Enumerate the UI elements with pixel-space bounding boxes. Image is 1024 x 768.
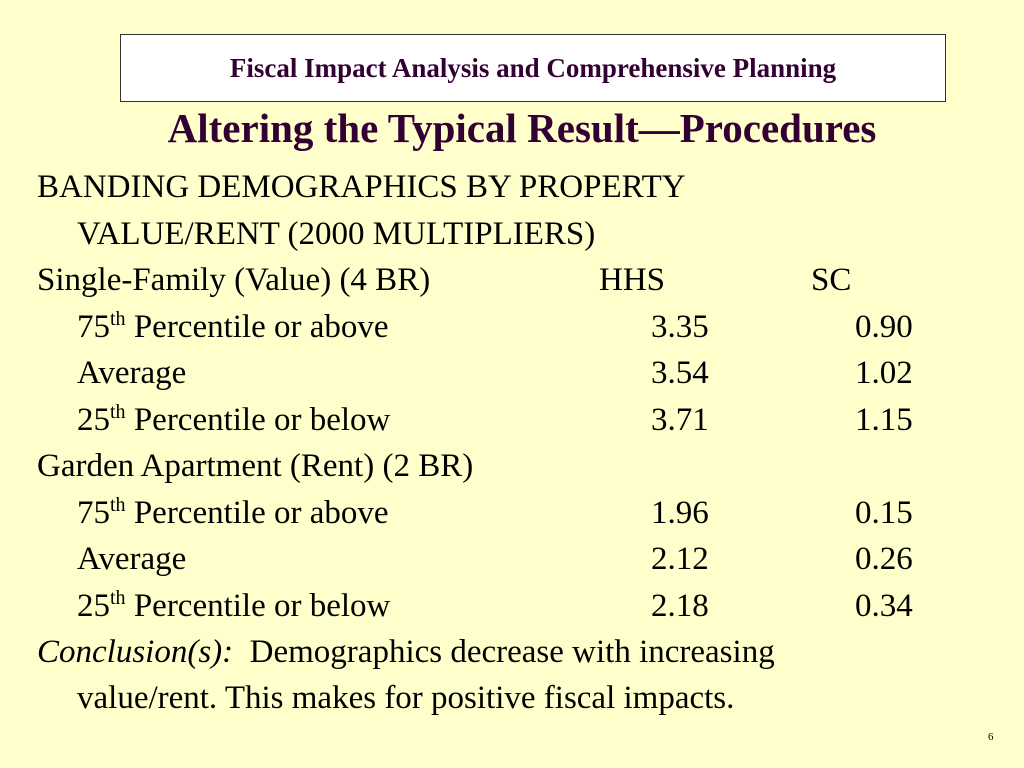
ga-row-75-hhs: 1.96 — [651, 495, 709, 531]
sf-row-avg-hhs: 3.54 — [651, 355, 709, 391]
slide-header-text: Fiscal Impact Analysis and Comprehensive… — [229, 52, 837, 83]
column-header-sc: SC — [811, 262, 852, 298]
ga-row-avg-sc: 0.26 — [855, 541, 913, 577]
garden-apartment-label: Garden Apartment (Rent) (2 BR) — [37, 448, 474, 484]
ga-row-25-hhs: 2.18 — [651, 588, 709, 624]
sf-row-25-hhs: 3.71 — [651, 402, 709, 438]
sf-row-25-sc: 1.15 — [855, 402, 913, 438]
sf-row-75-label: 75th Percentile or above — [77, 308, 389, 345]
sf-row-25-label: 25th Percentile or below — [77, 401, 391, 438]
ga-row-75-sc: 0.15 — [855, 495, 913, 531]
ga-row-avg-hhs: 2.12 — [651, 541, 709, 577]
column-header-hhs: HHS — [599, 262, 666, 298]
sf-row-75-hhs: 3.35 — [651, 309, 709, 345]
intro-line-1: BANDING DEMOGRAPHICS BY PROPERTY — [37, 169, 686, 205]
slide-title: Altering the Typical Result—Procedures — [167, 105, 877, 151]
conclusion-label: Conclusion(s): — [37, 634, 234, 670]
ga-row-25-sc: 0.34 — [855, 588, 913, 624]
ga-row-avg-label: Average — [77, 541, 187, 577]
sf-row-avg-sc: 1.02 — [855, 355, 913, 391]
single-family-label: Single-Family (Value) (4 BR) — [37, 262, 431, 298]
ga-row-75-label: 75th Percentile or above — [77, 494, 389, 531]
page-number: 6 — [988, 731, 994, 743]
intro-line-2: VALUE/RENT (2000 MULTIPLIERS) — [77, 216, 596, 252]
sf-row-75-sc: 0.90 — [855, 309, 913, 345]
conclusion-line-1: Conclusion(s): Demographics decrease wit… — [37, 636, 775, 669]
conclusion-line-2: value/rent. This makes for positive fisc… — [77, 680, 735, 716]
slide-header-box: Fiscal Impact Analysis and Comprehensive… — [120, 34, 946, 102]
ga-row-25-label: 25th Percentile or below — [77, 587, 391, 624]
conclusion-text-1: Demographics decrease with increasing — [249, 634, 775, 670]
sf-row-avg-label: Average — [77, 355, 187, 391]
